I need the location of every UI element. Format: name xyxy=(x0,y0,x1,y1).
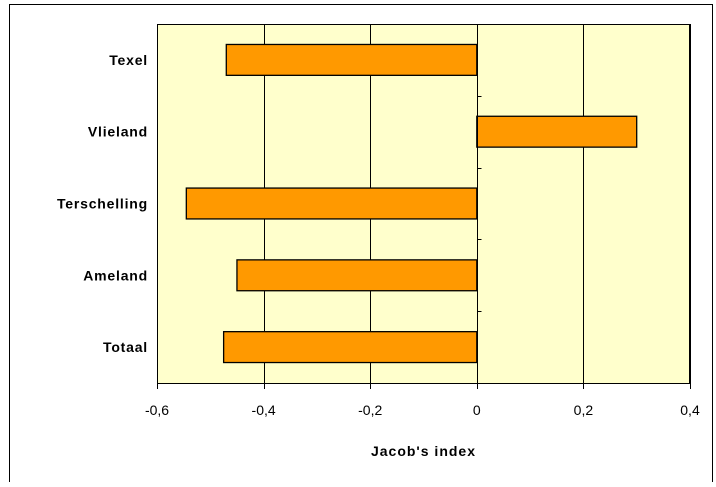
category-label-terschelling: Terschelling xyxy=(57,196,148,212)
category-label-totaal: Totaal xyxy=(103,339,148,355)
category-label-vlieland: Vlieland xyxy=(88,124,148,140)
x-tick-label-4: 0,2 xyxy=(574,402,594,418)
bar-texel xyxy=(225,43,478,76)
x-tick-label-2: -0,2 xyxy=(358,402,382,418)
x-tick-labels: -0,6 -0,4 -0,2 0 0,2 0,4 xyxy=(145,402,700,418)
x-tick-label-5: 0,4 xyxy=(680,402,700,418)
x-tick-label-3: 0 xyxy=(473,402,481,418)
bar-totaal xyxy=(222,331,478,364)
bar-vlieland xyxy=(476,115,638,148)
bars xyxy=(185,43,638,364)
category-label-texel: Texel xyxy=(109,52,148,68)
category-label-ameland: Ameland xyxy=(83,267,148,283)
category-labels: Texel Vlieland Terschelling Ameland Totaal xyxy=(57,52,148,355)
outer-border xyxy=(9,4,713,482)
axes xyxy=(157,24,691,389)
x-tick-label-0: -0,6 xyxy=(145,402,169,418)
x-tick-label-1: -0,4 xyxy=(252,402,276,418)
x-axis-title: Jacob's index xyxy=(371,443,476,459)
bar-terschelling xyxy=(185,187,478,220)
bar-ameland xyxy=(236,259,478,292)
